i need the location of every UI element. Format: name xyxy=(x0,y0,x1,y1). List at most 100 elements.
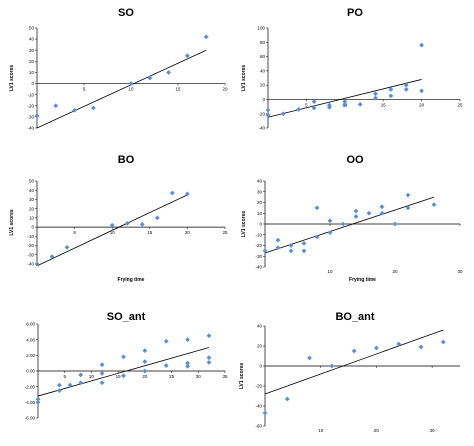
data-point xyxy=(265,107,271,113)
data-point xyxy=(311,105,317,111)
x-tick-label: 10 xyxy=(89,374,95,379)
data-point xyxy=(206,355,212,361)
y-axis-label: LV1 scores xyxy=(239,363,245,390)
data-point xyxy=(262,410,268,416)
x-tick-label: 10 xyxy=(318,428,324,433)
y-tick-label: 20 xyxy=(257,200,263,205)
data-point xyxy=(56,388,62,393)
data-point xyxy=(314,234,320,240)
data-point xyxy=(185,191,190,197)
trend-line xyxy=(264,196,435,254)
panel-bo-ant: BO_ant 40 20 0 -20 -40 -60 10 20 30 LV1 scores xyxy=(239,311,460,433)
data-point xyxy=(163,363,169,368)
y-axis-label: LV1 scores xyxy=(9,209,15,236)
trend-line xyxy=(37,347,210,397)
y-tick-label: 2.00 xyxy=(26,353,35,358)
data-point xyxy=(419,42,424,48)
data-point xyxy=(388,87,394,92)
y-tick-label: 10 xyxy=(29,215,35,220)
y-tick-label: 30 xyxy=(29,48,35,53)
chart-title: SO_ant xyxy=(107,311,146,323)
x-tick-label: 35 xyxy=(222,374,228,379)
data-point xyxy=(91,105,96,111)
x-tick-label: 5 xyxy=(83,87,86,92)
data-point xyxy=(49,254,55,260)
x-tick-label: 15 xyxy=(175,87,181,92)
data-point xyxy=(72,107,77,113)
x-tick-label: 20 xyxy=(142,374,148,379)
y-tick-label: -20 xyxy=(255,384,262,389)
data-point xyxy=(185,360,190,366)
x-tick-label: 25 xyxy=(222,230,228,235)
y-tick-label: -4.00 xyxy=(25,400,36,405)
y-axis-label: LV1 scores xyxy=(241,211,247,238)
data-point xyxy=(405,205,411,211)
data-point xyxy=(373,95,378,101)
data-point xyxy=(366,210,372,216)
y-tick-label: 10 xyxy=(257,211,263,216)
y-tick-label: 20 xyxy=(257,344,263,349)
x-tick-label: 15 xyxy=(147,230,153,235)
y-tick-label: -6.00 xyxy=(25,416,36,421)
data-point xyxy=(280,111,286,117)
y-tick-label: 0 xyxy=(259,222,262,227)
y-tick-label: -10 xyxy=(27,92,34,97)
data-point xyxy=(206,333,212,339)
data-point xyxy=(403,82,409,88)
y-tick-label: 40 xyxy=(257,324,263,329)
data-point xyxy=(418,344,424,350)
chart-title: PO xyxy=(347,7,363,19)
y-tick-label: -40 xyxy=(27,126,34,131)
data-point xyxy=(56,382,62,388)
x-tick-label: 20 xyxy=(374,428,380,433)
data-point xyxy=(307,355,312,361)
data-point xyxy=(288,248,294,254)
x-tick-label: 20 xyxy=(419,102,425,107)
data-point xyxy=(296,107,302,112)
data-point xyxy=(185,337,190,343)
data-point xyxy=(121,373,126,379)
y-tick-label: -30 xyxy=(255,254,262,259)
data-point xyxy=(288,243,294,248)
data-point xyxy=(99,370,105,376)
data-point xyxy=(357,102,363,107)
data-point xyxy=(262,248,268,254)
data-point xyxy=(327,218,333,224)
x-tick-label: 10 xyxy=(327,269,333,274)
data-point xyxy=(351,348,357,354)
data-point xyxy=(109,222,115,228)
data-point xyxy=(142,348,148,354)
chart-title: OO xyxy=(346,154,364,166)
y-tick-label: 40 xyxy=(257,179,263,184)
data-point xyxy=(139,221,145,227)
y-tick-label: 40 xyxy=(260,68,266,73)
data-point xyxy=(392,221,398,227)
x-tick-label: 10 xyxy=(128,87,134,92)
data-point xyxy=(373,91,378,97)
data-point xyxy=(327,230,333,235)
y-tick-label: -30 xyxy=(27,252,34,257)
y-tick-label: 10 xyxy=(29,70,35,75)
y-tick-label: -20 xyxy=(27,243,34,248)
data-point xyxy=(169,190,175,196)
panel-oo: OO 40 30 20 10 0 -10 -20 -30 -40 10 20 30 LV1 scores F… xyxy=(241,154,463,283)
y-tick-label: 0 xyxy=(259,364,262,369)
data-point xyxy=(275,237,281,243)
y-tick-label: -30 xyxy=(27,114,34,119)
y-tick-label: 20 xyxy=(29,206,35,211)
data-point xyxy=(314,205,320,211)
data-point xyxy=(311,99,317,104)
y-tick-label: -20 xyxy=(258,111,265,116)
data-point xyxy=(353,208,359,214)
x-tick-label: 5 xyxy=(63,374,66,379)
trend-line xyxy=(267,79,422,118)
y-tick-label: -20 xyxy=(27,103,34,108)
data-point xyxy=(340,221,346,227)
chart-title: SO xyxy=(118,7,134,19)
y-tick-label: 30 xyxy=(29,197,35,202)
data-point xyxy=(142,359,148,364)
data-point xyxy=(203,34,209,40)
data-point xyxy=(35,396,41,402)
data-point xyxy=(99,380,105,386)
y-tick-label: 20 xyxy=(29,59,35,64)
